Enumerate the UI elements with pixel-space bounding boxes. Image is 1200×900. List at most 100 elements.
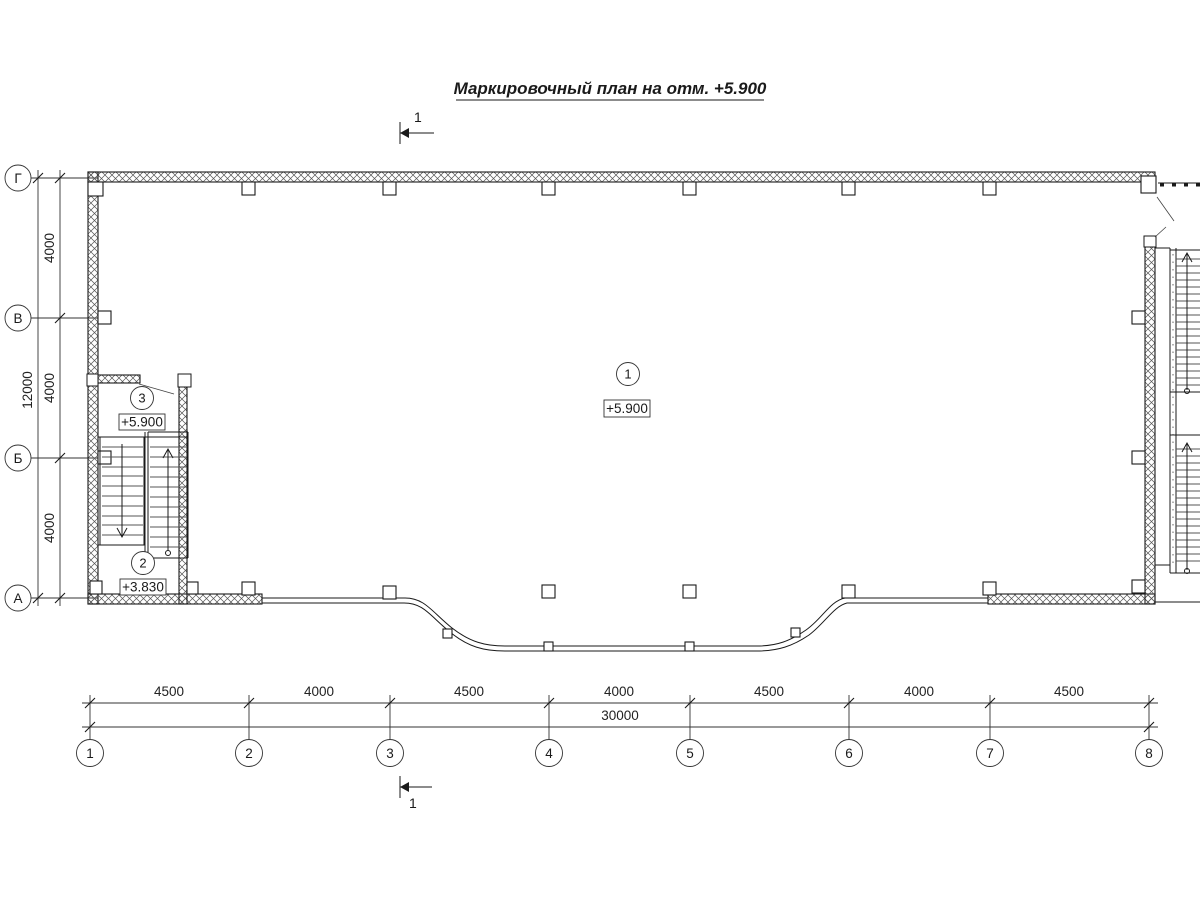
axis-bubble-v — [4, 304, 32, 332]
room-number: 3 — [138, 391, 145, 406]
walls — [86, 171, 1157, 605]
dim-label: 30000 — [601, 708, 639, 723]
elevation-label: +3.830 — [122, 580, 164, 595]
dimension-bottom-total: 30000 — [82, 708, 1158, 733]
axis-bubble-7 — [976, 739, 1004, 767]
axis-bubble-8 — [1135, 739, 1163, 767]
railing-top-right — [1158, 182, 1200, 187]
stair-start-dot — [165, 550, 171, 556]
column — [682, 584, 697, 599]
dim-label: 4000 — [42, 373, 57, 403]
axis-label: 1 — [86, 746, 94, 761]
dim-label: 4000 — [42, 233, 57, 263]
arrow-up-icon — [1181, 441, 1193, 453]
page-title: Маркировочный план на отм. +5.900 — [454, 79, 767, 98]
axis-bubble-4 — [535, 739, 563, 767]
columns — [87, 175, 1157, 600]
axis-bubble-b — [4, 444, 32, 472]
wall-end-cap — [1143, 235, 1157, 248]
section-marker-bottom: 1 — [399, 776, 432, 811]
elevation-label: +5.900 — [121, 415, 163, 430]
post — [684, 641, 695, 652]
wall-bottom-left — [87, 593, 263, 605]
arrow-down-icon — [116, 527, 128, 539]
axis-bubble-a — [4, 584, 32, 612]
dim-label: 4000 — [42, 513, 57, 543]
dim-label: 4000 — [304, 684, 334, 699]
axis-label: Б — [14, 451, 23, 466]
room-number: 2 — [139, 556, 146, 571]
axis-label: 4 — [545, 746, 553, 761]
column — [97, 450, 112, 465]
column — [841, 584, 856, 599]
column — [97, 310, 112, 325]
column — [1131, 310, 1146, 325]
section-arrow-icon — [400, 782, 409, 792]
arrow-up-icon — [1181, 251, 1193, 263]
column — [982, 581, 997, 596]
dim-label: 4500 — [154, 684, 184, 699]
dim-label: 4000 — [904, 684, 934, 699]
room-2-marker: 2 +3.830 — [119, 551, 167, 596]
column — [241, 581, 256, 596]
axis-bubble-3 — [376, 739, 404, 767]
dim-label: 4000 — [604, 684, 634, 699]
room-3-marker: 3 +5.900 — [118, 386, 166, 431]
post — [790, 627, 801, 638]
stair-wall-top — [94, 374, 141, 384]
axis-bubble-g — [4, 164, 32, 192]
column — [87, 181, 104, 197]
opening-break-lines — [1154, 196, 1175, 238]
section-arrow-icon — [400, 128, 409, 138]
axis-label: 6 — [845, 746, 853, 761]
drawing-title: Маркировочный план на отм. +5.900 — [454, 79, 767, 101]
column — [541, 584, 556, 599]
dim-label: 4500 — [454, 684, 484, 699]
dimension-bottom-segments: 4500 4000 4500 4000 4500 4000 4500 — [82, 684, 1158, 739]
axis-bubble-6 — [835, 739, 863, 767]
wall-left — [87, 171, 99, 605]
dimension-left-total: 12000 — [20, 170, 44, 606]
section-number: 1 — [409, 795, 417, 811]
stair-start-dot — [1184, 568, 1190, 574]
column — [89, 580, 103, 595]
row-grid-axes: Г В Б А — [4, 164, 98, 612]
axis-label: Г — [14, 171, 22, 186]
dimension-left-segments: 4000 4000 4000 — [42, 170, 66, 606]
column — [982, 181, 997, 196]
dim-label: 4500 — [754, 684, 784, 699]
axis-label: 2 — [245, 746, 253, 761]
axis-label: В — [13, 311, 22, 326]
dim-label: 12000 — [20, 371, 35, 409]
stair-wall-right — [178, 374, 188, 605]
column — [186, 581, 199, 595]
axis-bubble-1 — [76, 739, 104, 767]
column — [1131, 450, 1146, 465]
room-number: 1 — [624, 367, 631, 382]
axis-label: 3 — [386, 746, 394, 761]
wall-right — [1144, 237, 1156, 605]
column — [541, 181, 556, 196]
arrow-up-icon — [162, 447, 174, 459]
stair-left — [98, 431, 189, 559]
wall-bottom-right — [987, 593, 1156, 605]
axis-bubble-5 — [676, 739, 704, 767]
column — [841, 181, 856, 196]
column — [382, 181, 397, 196]
post — [543, 641, 554, 652]
column — [1140, 175, 1157, 194]
section-number: 1 — [414, 109, 422, 125]
wall-top — [87, 171, 1156, 183]
column — [382, 585, 397, 600]
axis-label: А — [13, 591, 22, 606]
wall-end-cap — [86, 373, 99, 387]
axis-label: 8 — [1145, 746, 1153, 761]
column — [1131, 579, 1146, 594]
axis-label: 7 — [986, 746, 994, 761]
axis-bubble-2 — [235, 739, 263, 767]
wall-end-cap — [177, 373, 192, 388]
post — [442, 628, 453, 639]
section-marker-top: 1 — [399, 109, 434, 144]
column — [241, 181, 256, 196]
